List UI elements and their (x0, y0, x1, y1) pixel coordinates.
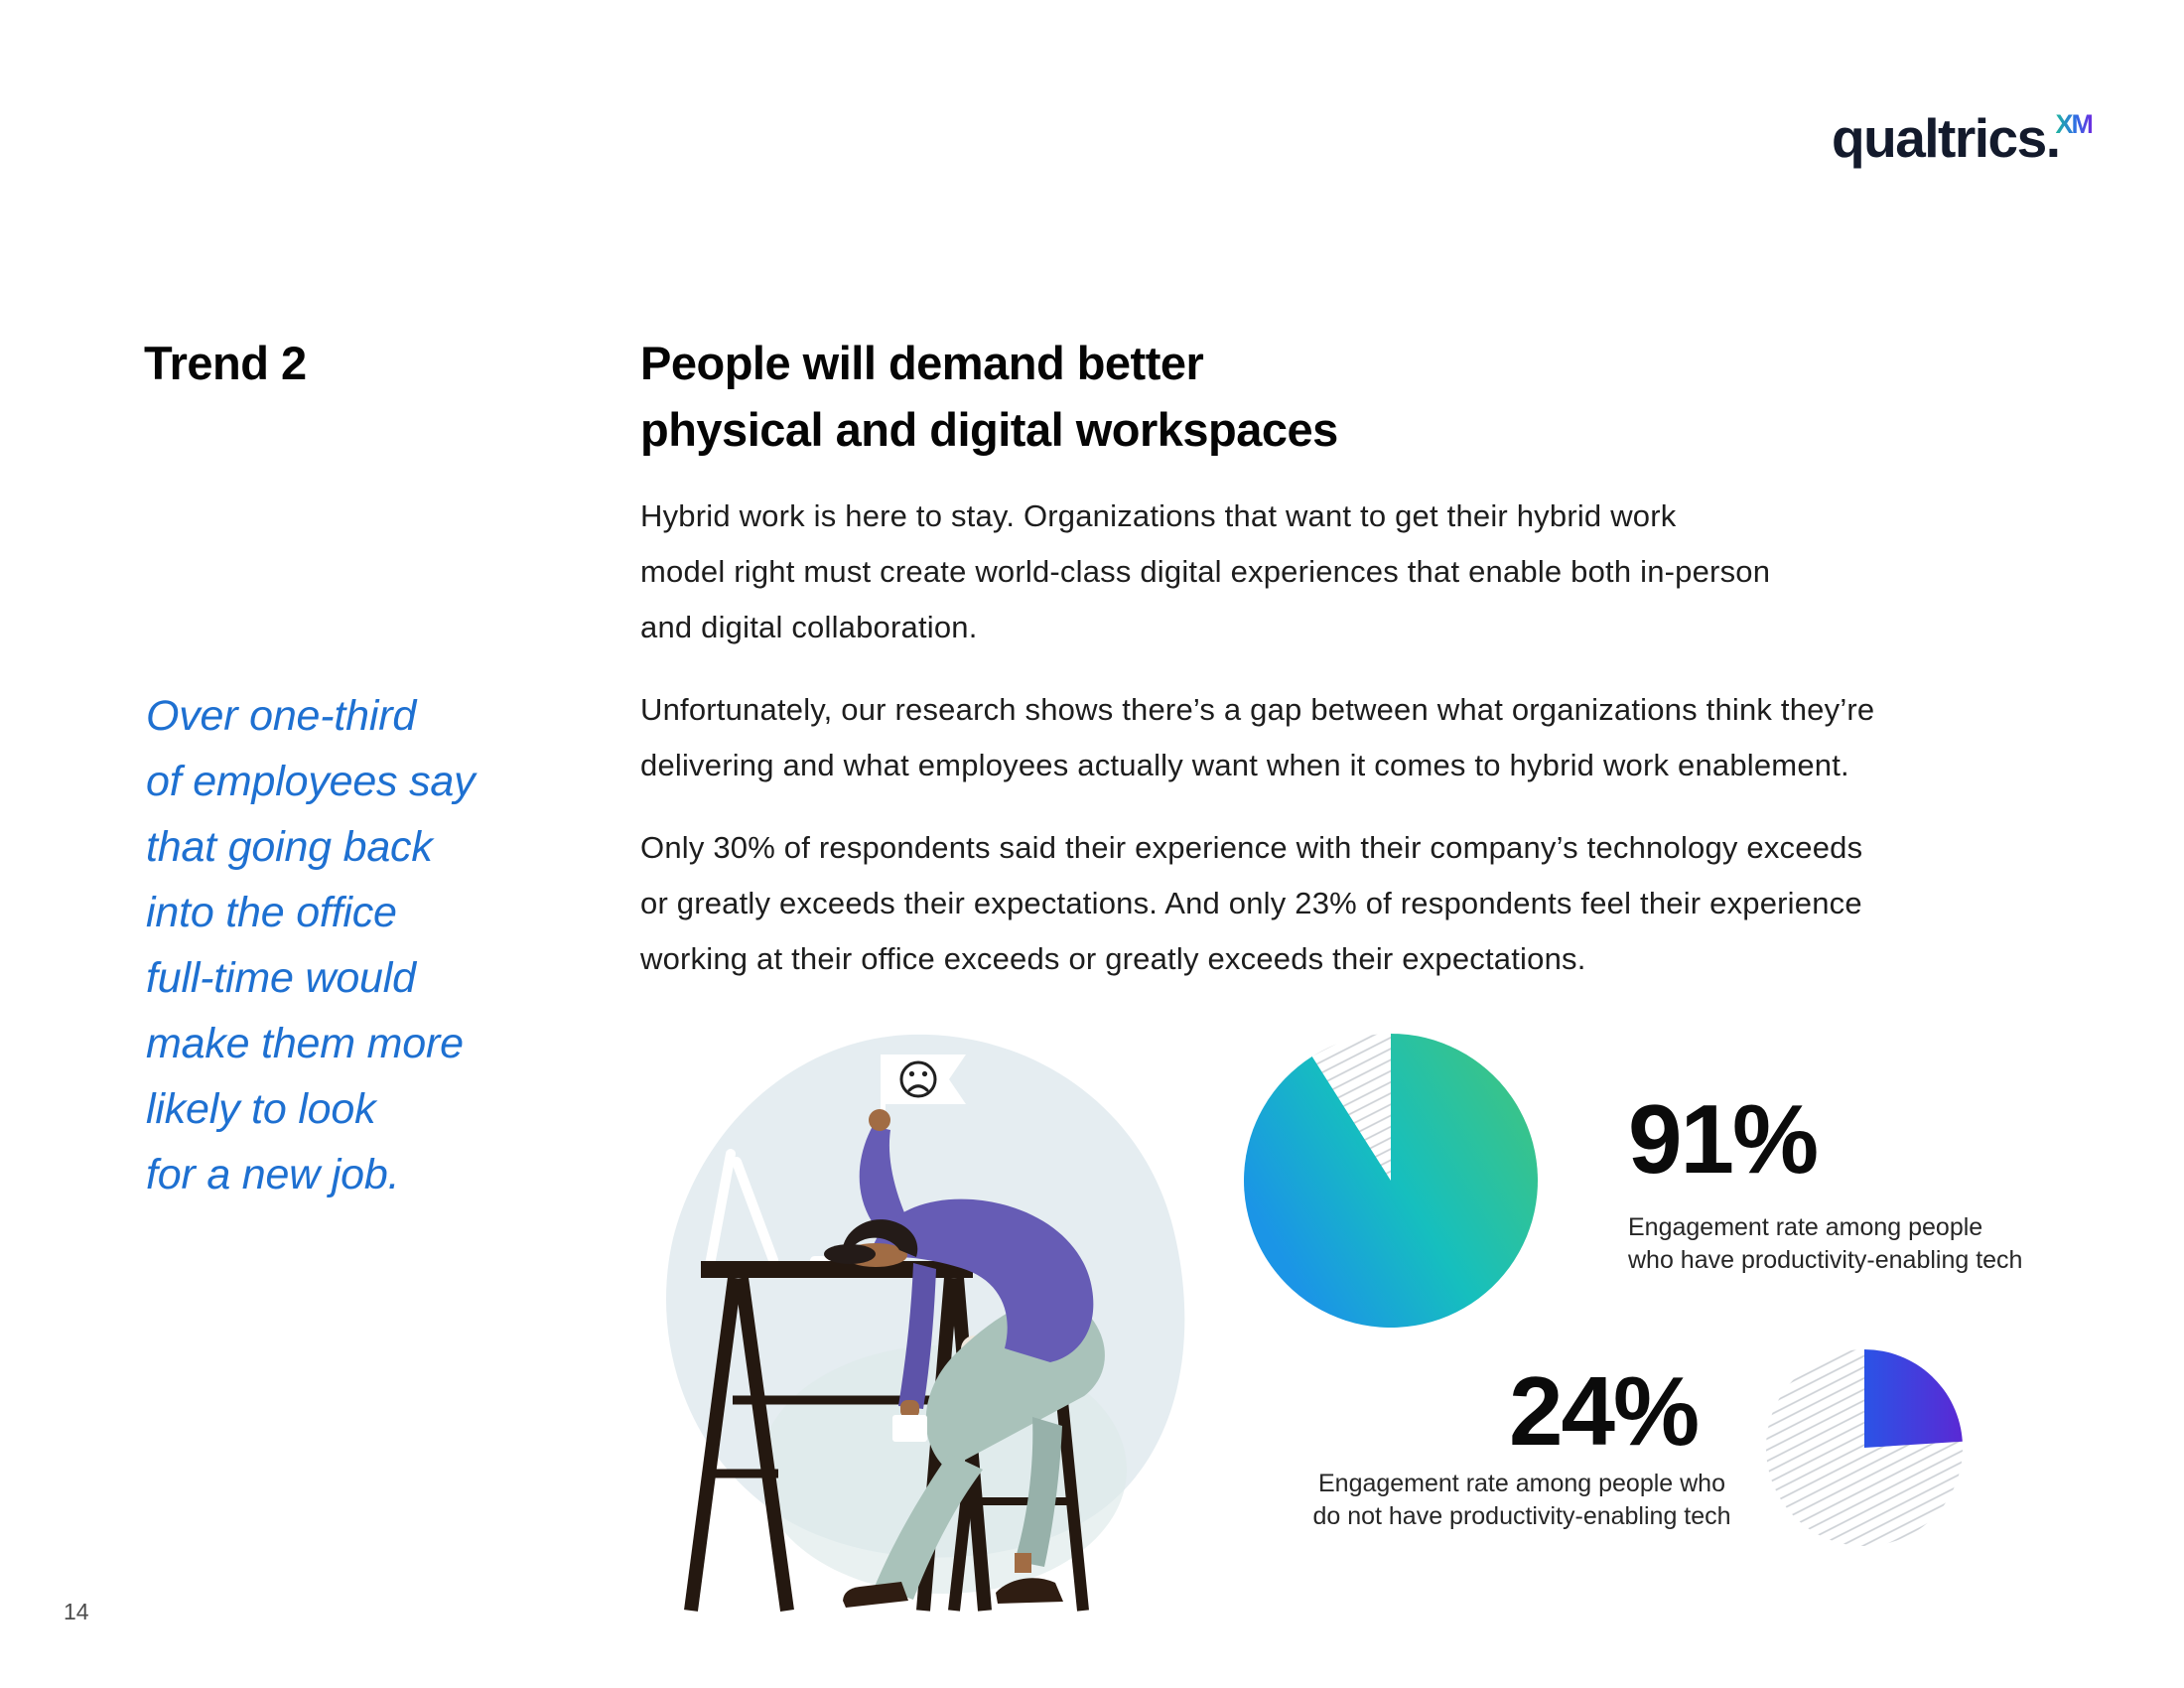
page-number: 14 (64, 1599, 89, 1624)
stat-caption-91: Engagement rate among people who have pr… (1628, 1213, 2023, 1274)
qualtrics-logo-wordmark: qualtrics. (1832, 107, 2061, 169)
trend-label: Trend 2 (144, 337, 307, 389)
stat-value-24: 24% (1509, 1356, 1700, 1466)
stat-caption-24: Engagement rate among people who do not … (1312, 1470, 1731, 1530)
paragraph-stats: Only 30% of respondents said their exper… (640, 830, 1863, 976)
stat-value-91: 91% (1628, 1084, 1819, 1194)
pie-wedge-24 (1864, 1349, 1963, 1448)
white-flag-sad-face-icon (881, 1055, 966, 1120)
pull-quote: Over one-third of employees say that goi… (146, 692, 476, 1198)
illustration-frustrated-worker (666, 1034, 1185, 1612)
xm-superscript: XM (2055, 109, 2094, 139)
page-title: People will demand better physical and d… (640, 337, 1338, 456)
pie-wedge-91 (1244, 1034, 1539, 1328)
qualtrics-logo: qualtrics.XM (1832, 109, 2094, 166)
pie-chart-91 (1244, 1034, 1539, 1328)
paragraph-intro: Hybrid work is here to stay. Organizatio… (640, 498, 1771, 644)
person-slumped (824, 1109, 1105, 1608)
pie-chart-24 (1766, 1349, 1963, 1546)
paragraph-gap: Unfortunately, our research shows there’… (640, 692, 1875, 782)
body-copy: Hybrid work is here to stay. Organizatio… (640, 489, 2100, 1014)
